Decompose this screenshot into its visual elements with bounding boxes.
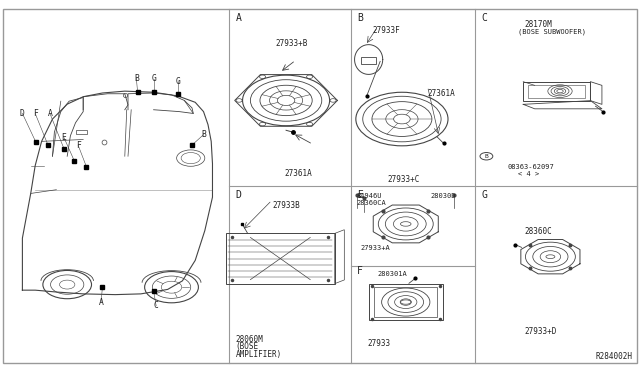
Bar [374, 287, 437, 317]
Text: 28170M: 28170M [525, 20, 552, 29]
Text: 27933: 27933 [367, 339, 390, 347]
Text: AMPLIFIER): AMPLIFIER) [236, 350, 282, 359]
Text: 27933+A: 27933+A [360, 245, 390, 251]
Bar [369, 284, 443, 320]
Text: G: G [151, 74, 156, 83]
Text: < 4 >: < 4 > [518, 171, 540, 177]
Text: 27933+D: 27933+D [525, 327, 557, 336]
Bar [529, 84, 585, 97]
Text: B: B [484, 154, 488, 159]
Text: 08363-62097: 08363-62097 [508, 164, 554, 170]
Text: B: B [357, 13, 363, 23]
Text: 27933F: 27933F [372, 26, 400, 35]
Text: G: G [481, 190, 487, 200]
Text: 27933B: 27933B [272, 201, 300, 210]
Text: B: B [134, 74, 139, 83]
Text: 84946U: 84946U [356, 193, 382, 199]
Text: 27933+C: 27933+C [387, 175, 420, 184]
Bar [524, 81, 591, 100]
Text: F: F [76, 141, 81, 150]
Text: 27361A: 27361A [285, 169, 312, 178]
Text: 280301A: 280301A [378, 271, 407, 277]
Text: E: E [61, 133, 67, 142]
Text: A: A [47, 109, 52, 118]
Text: D: D [20, 109, 25, 118]
Text: A: A [236, 13, 241, 23]
Text: 28360C: 28360C [525, 227, 552, 236]
Bar [226, 234, 335, 283]
Text: C: C [154, 301, 159, 310]
Text: R284002H: R284002H [595, 352, 632, 361]
Text: C: C [481, 13, 487, 23]
Text: 28360CA: 28360CA [356, 200, 386, 206]
Text: D: D [236, 190, 241, 200]
Text: (BOSE SUBWOOFER): (BOSE SUBWOOFER) [518, 28, 586, 35]
Text: 27361A: 27361A [428, 89, 455, 98]
Text: (BOSE: (BOSE [236, 342, 259, 351]
Text: 28060M: 28060M [236, 335, 263, 344]
Text: A: A [99, 298, 104, 307]
Text: G: G [175, 77, 180, 86]
Text: F: F [357, 266, 363, 276]
Text: B: B [201, 130, 206, 139]
Text: 28030D: 28030D [430, 193, 456, 199]
Bar [76, 130, 87, 134]
Text: F: F [33, 109, 38, 118]
Bar [361, 57, 376, 64]
Text: E: E [357, 190, 363, 200]
Text: 27933+B: 27933+B [275, 39, 308, 48]
